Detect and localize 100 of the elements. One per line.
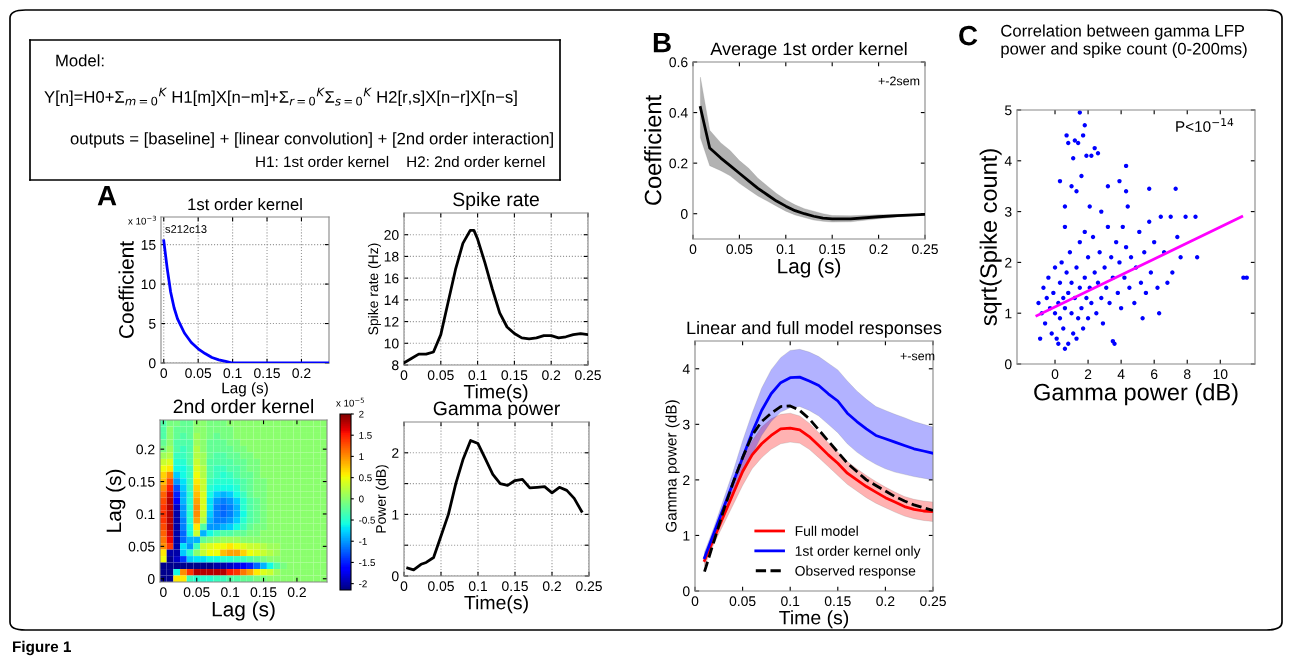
text: H1: 1st order kernel H2: 2nd order kernel [256,155,545,168]
y-tick-label: 5 [148,319,156,329]
text: x 10$^{−3}$ [128,215,156,225]
x-axis-title: Time(s) [464,595,528,614]
y-axis-title: Spike rate (Hz) [367,243,381,335]
x-tick-label: 10 [1213,369,1228,380]
x-tick-label: 0.05 [427,370,454,381]
x-tick-label: 0.2 [292,368,311,379]
x-tick-label: 0.15 [819,244,846,255]
y-tick-label: 2 [683,475,690,485]
y-tick-label: 2 [392,448,399,458]
x-tick-label: 0.1 [221,587,240,598]
y-tick-label: 1 [683,530,690,541]
y-tick-label: 0 [1004,359,1012,370]
legend-label: Observed response [795,565,916,579]
x-tick-label: 0 [400,370,408,381]
x-axis-title: Time (s) [779,610,849,629]
text: Y[n]=H0+Σ$_{m=0}$$^{K}$ H1[m]X[n−m]+Σ$_{r=0}$$^{K}$Σ$_{s=0}$$^{K}$ H2[r,s]X[n−r]X[n−s] [44,87,517,107]
y-tick-label: 2 [1005,257,1012,268]
x-tick-label: 0.2 [876,596,895,607]
chart-title: Average 1st order kernel [710,41,907,59]
x-axis-title: Gamma power (dB) [1034,383,1238,406]
y-axis-title: sqrt(Spike count) [979,149,1002,326]
y-tick-label: 3 [682,419,690,430]
y-tick-label: 8 [392,360,399,371]
color-bar-label: 2 [359,410,364,418]
color-bar-label: -2 [359,580,367,588]
y-tick-label: 0.15 [128,476,155,487]
color-bar-label: 0 [359,495,364,503]
y-axis-title: Coefficient [118,241,134,338]
legend-label: Full model [795,525,858,536]
color-bar-label: 1.5 [359,432,372,439]
x-axis-title: Lag (s) [222,382,268,397]
annotation: P<10$^{−14}$ [1176,118,1234,132]
y-tick-label: 1 [1005,308,1012,319]
x-tick-label: 0.15 [824,596,851,607]
color-bar-label: -1.5 [359,559,375,567]
chart-title: Correlation between gamma LFP power and spike count (0-200ms) [1001,24,1247,58]
legend-label: 1st order kernel only [795,545,921,559]
y-axis-title: Coefficient [644,95,662,205]
x-tick-label: 0.25 [575,370,601,381]
text: outputs = [baseline] + [linear convolution] + [2nd order interaction] [70,132,553,148]
y-axis-title: Lag (s) [105,469,126,532]
y-tick-label: 1 [392,509,399,520]
x-tick-label: 0.15 [502,581,528,592]
x-tick-label: 0.15 [250,587,277,598]
color-bar-label: 0.5 [359,474,372,482]
chart-title: 2nd order kernel [173,398,314,414]
chart-title: Spike rate [453,191,539,211]
x-tick-label: 0 [691,596,699,607]
x-axis-title: Lag (s) [212,601,275,621]
x-tick-label: 0.2 [542,581,561,592]
y-tick-label: 0 [680,209,688,219]
y-tick-label: 10 [141,279,156,290]
x-tick-label: 0.1 [776,244,795,255]
x-tick-label: 0.1 [223,368,242,379]
x-tick-label: 0.2 [869,244,888,255]
annotation: s212c13 [165,225,207,233]
y-tick-label: 10 [384,338,399,349]
y-axis-title: Gamma power (dB) [665,400,680,532]
text: C [959,25,978,46]
x-tick-label: 0.1 [781,596,800,607]
y-tick-label: 0 [148,358,156,369]
line-series [406,439,583,572]
x-tick-label: 0.1 [468,370,487,381]
y-tick-label: 15 [141,240,156,250]
x-axis-title: Lag (s) [778,258,841,278]
x-tick-label: 0.25 [576,581,602,592]
chart-title: Linear and full model responses [687,320,942,338]
y-tick-label: 14 [384,295,399,305]
x-tick-label: 0.25 [912,244,938,255]
line-series [699,106,925,221]
x-tick-label: 0.05 [185,368,212,379]
x-tick-label: 0.15 [501,370,528,381]
y-axis-title: Power (dB) [375,465,389,533]
x-tick-label: 0.15 [254,368,280,379]
x-tick-label: 0 [1051,369,1059,380]
y-tick-label: 16 [384,273,399,284]
x-tick-label: 0.2 [287,587,306,598]
x-tick-label: 0.25 [920,596,946,607]
x-tick-label: 0 [400,581,408,592]
x-tick-label: 0 [160,368,168,379]
y-tick-label: 0 [147,574,155,584]
color-bar-label: -0.5 [359,516,375,524]
annotation: +-2sem [878,76,920,86]
y-tick-label: 0.2 [136,444,155,455]
y-tick-label: 12 [384,316,399,327]
color-bar-label: -1 [359,538,367,545]
text: x 10$^{−5}$ [336,397,364,407]
y-tick-label: 0 [391,571,399,582]
x-tick-label: 0 [160,587,167,598]
caption: Figure 1 [13,640,71,656]
x-tick-label: 4 [1117,369,1125,379]
chart-title: 1st order kernel [188,197,302,211]
color-bar-label: 1 [359,453,364,460]
x-axis-title: Time(s) [463,384,528,403]
x-tick-label: 0.05 [729,596,756,607]
y-tick-label: 0.2 [669,158,688,169]
x-tick-label: 0.1 [468,581,487,592]
y-tick-label: 0.4 [669,107,688,118]
